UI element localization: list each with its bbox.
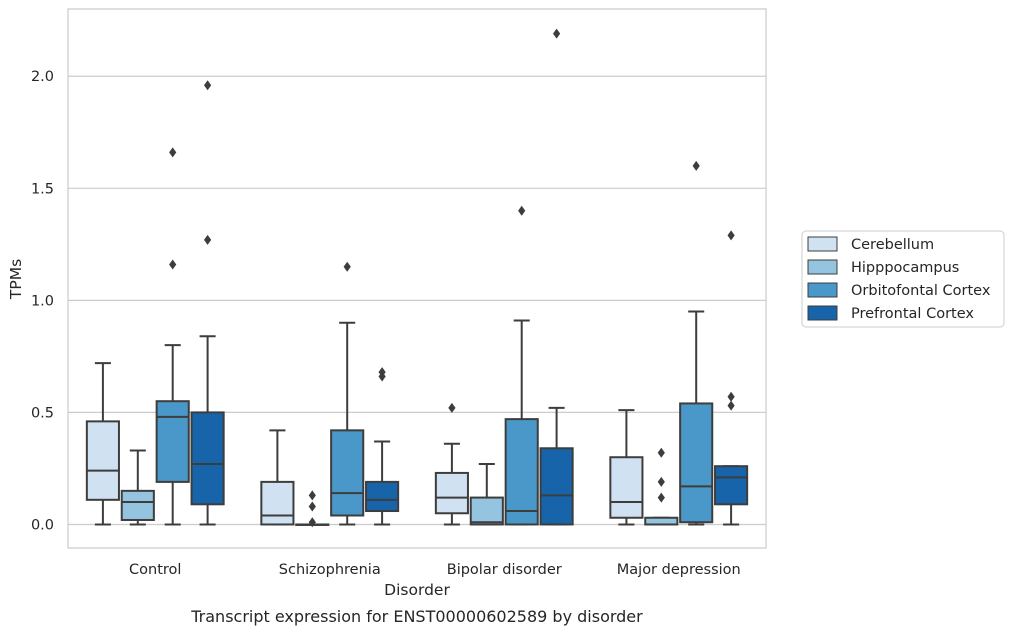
y-tick-label: 0.0	[31, 517, 54, 533]
box-body	[504, 418, 539, 526]
box-body	[260, 480, 295, 526]
outlier-point	[657, 447, 665, 458]
box-1-1	[295, 490, 330, 528]
legend-label: Cerebellum	[851, 237, 934, 253]
box-1-2	[469, 462, 504, 526]
box-2-2	[504, 205, 539, 526]
legend-swatch	[807, 305, 838, 321]
outlier-point	[692, 160, 700, 171]
boxes	[85, 28, 749, 528]
x-tick-label: Major depression	[617, 562, 741, 578]
box-0-0	[85, 362, 120, 526]
box-3-0	[190, 80, 225, 526]
legend-frame	[801, 230, 1005, 328]
outlier-point	[727, 400, 735, 411]
legend-label: Prefrontal Cortex	[851, 306, 974, 322]
outlier-point	[169, 259, 177, 270]
outlier-point	[553, 28, 561, 39]
outlier-point	[169, 147, 177, 158]
y-axis-title: TPMs	[7, 259, 25, 300]
outlier-point	[727, 391, 735, 402]
x-tick-label: Schizophrenia	[279, 562, 381, 578]
box-0-2	[434, 402, 469, 526]
box-0-3	[609, 409, 644, 526]
box-2-0	[155, 147, 190, 526]
legend-swatch	[807, 259, 838, 275]
outlier-point	[378, 371, 386, 382]
box-1-0	[120, 449, 155, 526]
box-body	[434, 471, 469, 515]
box-body	[85, 420, 120, 501]
x-tick-label: Control	[129, 562, 181, 578]
y-tick-label: 2.0	[31, 69, 54, 85]
legend-swatch	[807, 236, 838, 252]
box-1-3	[644, 447, 679, 526]
y-tick-label: 1.5	[31, 181, 54, 197]
outlier-point	[308, 490, 316, 501]
box-body	[539, 447, 574, 526]
x-tick-label: Bipolar disorder	[447, 562, 562, 578]
outlier-point	[343, 261, 351, 272]
box-body	[714, 465, 749, 506]
y-tick-labels: 0.0 0.5 1.0 1.5 2.0	[31, 69, 54, 533]
box-3-3	[714, 230, 749, 526]
outlier-point	[518, 205, 526, 216]
box-3-2	[539, 28, 574, 526]
box-body	[365, 480, 400, 513]
legend-label: Hipppocampus	[851, 260, 959, 276]
box-body	[155, 400, 190, 483]
box-2-1	[330, 261, 365, 526]
outlier-point	[308, 501, 316, 512]
outlier-point	[657, 476, 665, 487]
outlier-point	[657, 492, 665, 503]
x-tick-labels: Control Schizophrenia Bipolar disorder Majo…	[129, 562, 741, 578]
box-body	[190, 411, 225, 506]
chart-caption: Transcript expression for ENST0000060258…	[190, 607, 643, 626]
outlier-point	[727, 230, 735, 241]
legend-swatch	[807, 282, 838, 298]
box-2-3	[679, 160, 714, 526]
x-axis-title: Disorder	[384, 581, 450, 599]
outlier-point	[204, 80, 212, 91]
y-tick-label: 0.5	[31, 405, 54, 421]
legend: Cerebellum Hipppocampus Orbitofontal Corte…	[801, 230, 1005, 328]
outlier-point	[448, 402, 456, 413]
outlier-point	[204, 234, 212, 245]
box-0-1	[260, 429, 295, 526]
legend-label: Orbitofontal Cortex	[851, 283, 991, 299]
box-body	[469, 496, 504, 526]
box-body	[679, 402, 714, 524]
box-body	[120, 489, 155, 521]
box-3-1	[365, 367, 400, 526]
outlier-point	[308, 517, 316, 528]
y-tick-label: 1.0	[31, 293, 54, 309]
plot-area-frame	[67, 8, 767, 549]
box-body	[609, 456, 644, 519]
box-body	[644, 516, 679, 526]
box-body	[330, 429, 365, 517]
